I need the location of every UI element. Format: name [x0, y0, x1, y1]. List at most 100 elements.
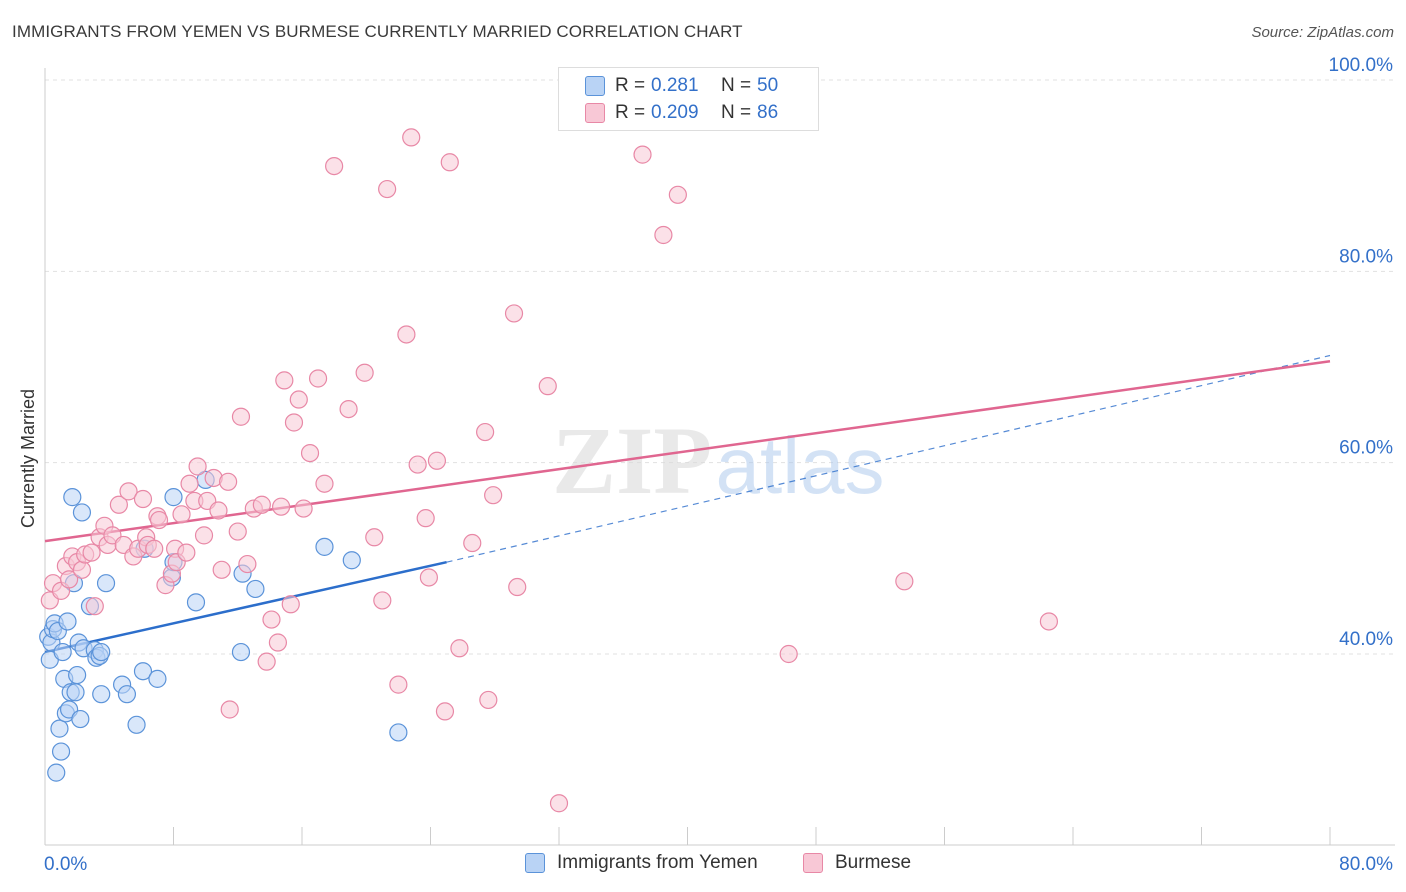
burmese-point: [289, 390, 308, 409]
series-legend: Immigrants from Yemen Burmese: [0, 852, 1406, 878]
legend-swatch-burmese: [585, 103, 605, 123]
burmese-point: [82, 543, 101, 562]
yemen-point: [96, 574, 116, 593]
burmese-point: [476, 422, 495, 442]
burmese-point: [268, 633, 288, 652]
burmese-point: [231, 407, 251, 426]
yemen-point: [127, 715, 146, 734]
legend-row-yemen: R = 0.281 N = 50: [585, 74, 778, 98]
tick-labels: 40.0% 60.0% 80.0% 100.0% Currently Married 0.…: [18, 55, 1393, 875]
burmese-point: [504, 304, 524, 323]
burmese-point: [450, 639, 469, 658]
yemen-point: [186, 593, 206, 612]
burmese-point: [238, 554, 257, 574]
burmese-point: [315, 474, 334, 493]
y-tick-label: 80.0%: [1339, 246, 1393, 267]
series-legend-yemen: Immigrants from Yemen: [525, 852, 758, 874]
source-label: Source: ZipAtlas.com: [1251, 24, 1394, 41]
series-swatch-yemen: [525, 853, 545, 873]
burmese-point: [177, 543, 196, 562]
burmese-point: [109, 495, 128, 514]
burmese-point: [378, 179, 397, 199]
burmese-trend-line: [44, 360, 1331, 543]
burmese-point: [272, 497, 291, 516]
legend-r-value: 0.281: [651, 75, 699, 96]
burmese-point: [549, 794, 569, 813]
burmese-point: [419, 568, 438, 587]
burmese-point: [397, 325, 416, 344]
burmese-point: [228, 522, 247, 541]
burmese-point: [281, 595, 300, 614]
yemen-point: [51, 742, 71, 761]
burmese-point: [188, 457, 207, 476]
burmese-point: [355, 363, 374, 382]
yemen-point: [389, 723, 408, 742]
watermark: ZIP atlas: [552, 407, 885, 514]
yemen-point: [133, 662, 153, 681]
legend-swatch-yemen: [585, 76, 605, 96]
burmese-point: [408, 455, 427, 474]
series-legend-burmese: Burmese: [803, 852, 911, 874]
y-axis-title: Currently Married: [18, 389, 38, 528]
burmese-point: [275, 371, 294, 390]
burmese-point: [365, 528, 384, 547]
legend-r-value: 0.209: [651, 102, 699, 123]
series-swatch-burmese: [803, 853, 823, 873]
yemen-point: [47, 763, 66, 782]
yemen-point: [231, 642, 251, 662]
yemen-point: [92, 642, 111, 662]
burmese-point: [427, 451, 447, 470]
burmese-point: [194, 526, 214, 545]
yemen-point: [72, 503, 92, 522]
burmese-point: [463, 533, 482, 553]
burmese-point: [440, 153, 459, 172]
burmese-point: [284, 413, 304, 432]
data-points: [39, 128, 1059, 813]
burmese-point: [668, 185, 687, 204]
burmese-point: [85, 597, 104, 616]
yemen-point: [50, 719, 69, 738]
yemen-point: [68, 665, 87, 685]
burmese-point: [149, 510, 169, 530]
yemen-point: [164, 488, 183, 507]
burmese-point: [300, 444, 320, 463]
legend-row-burmese: R = 0.209 N = 86: [585, 101, 778, 125]
burmese-point: [72, 560, 92, 579]
yemen-point: [71, 709, 90, 729]
burmese-point: [145, 539, 164, 558]
burmese-point: [119, 482, 138, 501]
burmese-point: [212, 560, 231, 579]
burmese-point: [180, 474, 199, 493]
series-label-yemen: Immigrants from Yemen: [557, 852, 758, 873]
legend-r-label: R =: [615, 75, 646, 96]
yemen-point: [148, 669, 167, 688]
chart-title: IMMIGRANTS FROM YEMEN VS BURMESE CURRENT…: [12, 22, 743, 41]
burmese-point: [895, 572, 914, 591]
axes: [44, 68, 1395, 846]
legend-n-label: N =: [721, 102, 752, 123]
burmese-point: [308, 369, 328, 388]
y-tick-label: 100.0%: [1329, 55, 1394, 76]
burmese-point: [779, 644, 798, 664]
burmese-point: [389, 675, 408, 694]
x-tick-label: 0.0%: [44, 854, 87, 875]
yemen-point: [66, 683, 85, 702]
burmese-point: [133, 489, 153, 509]
burmese-point: [538, 377, 557, 396]
burmese-point: [252, 495, 271, 514]
yemen-point: [342, 551, 361, 570]
yemen-point: [53, 642, 72, 662]
yemen-point: [63, 488, 82, 507]
legend-n-label: N =: [721, 75, 752, 96]
burmese-point: [219, 472, 238, 491]
legend-n-value: 50: [757, 75, 779, 96]
burmese-point: [633, 145, 652, 164]
series-label-burmese: Burmese: [835, 852, 912, 873]
correlation-legend: R = 0.281 N = 50 R = 0.209 N = 86: [558, 67, 819, 131]
burmese-point: [209, 501, 228, 520]
burmese-point: [257, 652, 276, 671]
burmese-point: [508, 577, 527, 597]
burmese-point: [325, 157, 344, 176]
yemen-trend-extension: [446, 354, 1331, 563]
